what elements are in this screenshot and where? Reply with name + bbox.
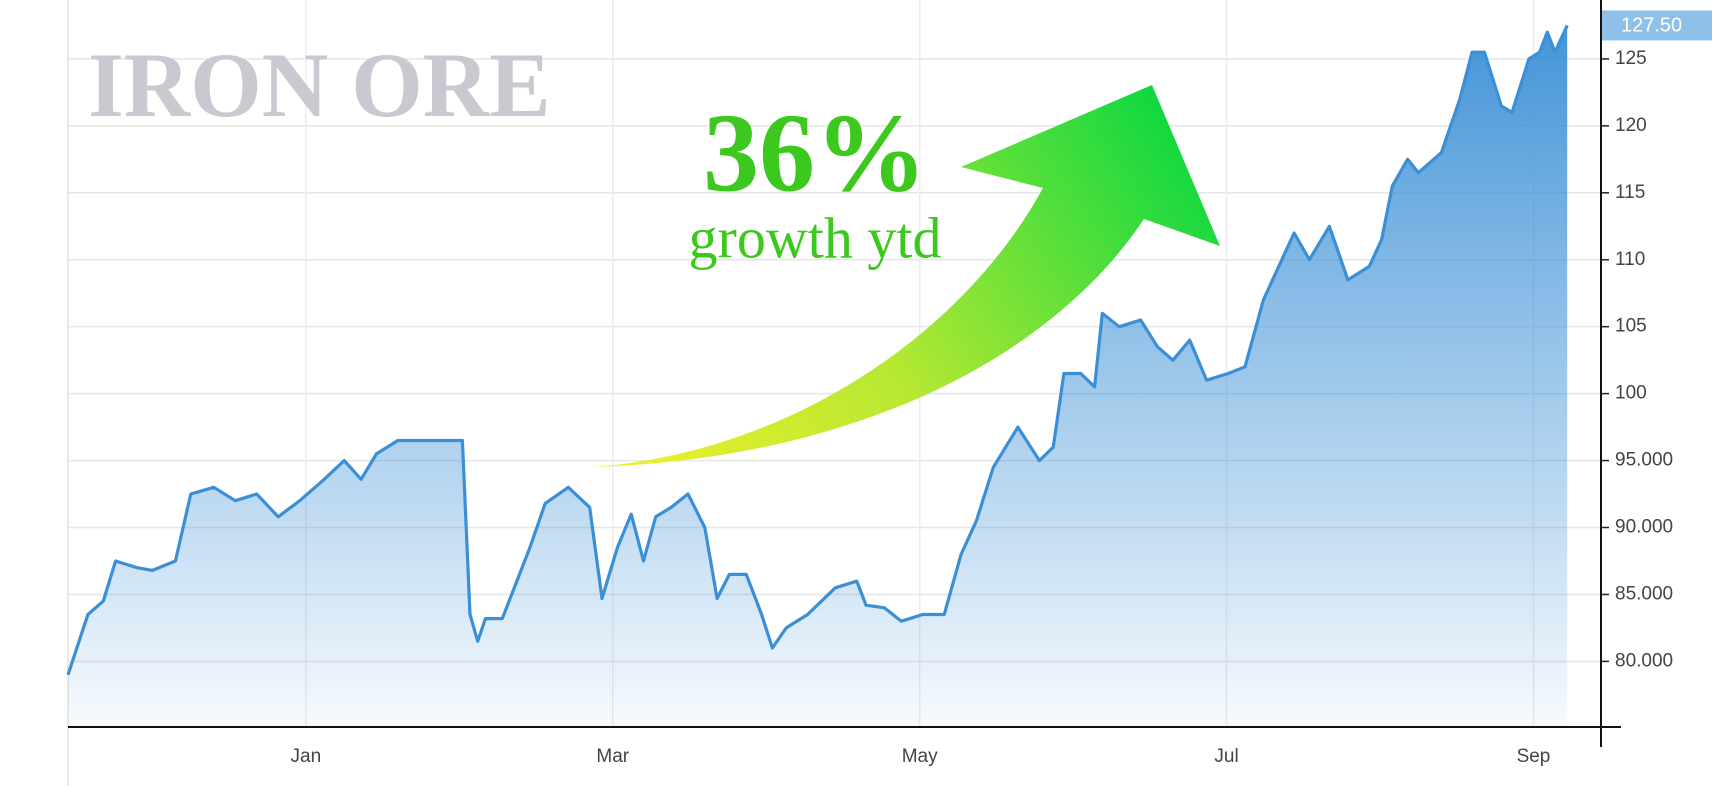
- x-tick-label: Mar: [596, 746, 629, 767]
- axes: 125 120 115 110 105 100 95.000 90.000 85.000 80.0…: [68, 0, 1712, 767]
- subtext: growth ytd: [689, 205, 942, 270]
- y-tick-label: 90.000: [1615, 517, 1673, 538]
- y-tick-label: 105: [1615, 316, 1647, 337]
- area-fill: [68, 25, 1568, 727]
- watermark-title: IRON ORE: [88, 34, 551, 136]
- growth-arrow: [590, 85, 1220, 467]
- y-tick-label: 80.000: [1615, 650, 1673, 671]
- price-tag: [1602, 10, 1712, 41]
- x-tick-label: May: [902, 746, 938, 767]
- price-line: [66, 24, 1569, 676]
- headline: 36%: [703, 92, 927, 216]
- y-tick-label: 100: [1615, 383, 1647, 404]
- y-tick-label: 110: [1615, 249, 1645, 270]
- x-tick-label: Jul: [1214, 746, 1238, 767]
- y-tick-label: 125: [1615, 48, 1647, 69]
- x-tick-label: Jan: [291, 746, 322, 767]
- y-tick-label: 115: [1615, 182, 1645, 203]
- x-tick-label: Sep: [1517, 746, 1551, 767]
- y-tick-label: 85.000: [1615, 583, 1673, 604]
- price-tag-label: 127.50: [1621, 15, 1682, 37]
- y-tick-label: 95.000: [1615, 450, 1673, 471]
- plot: [66, 24, 1569, 727]
- y-tick-label: 120: [1615, 115, 1647, 136]
